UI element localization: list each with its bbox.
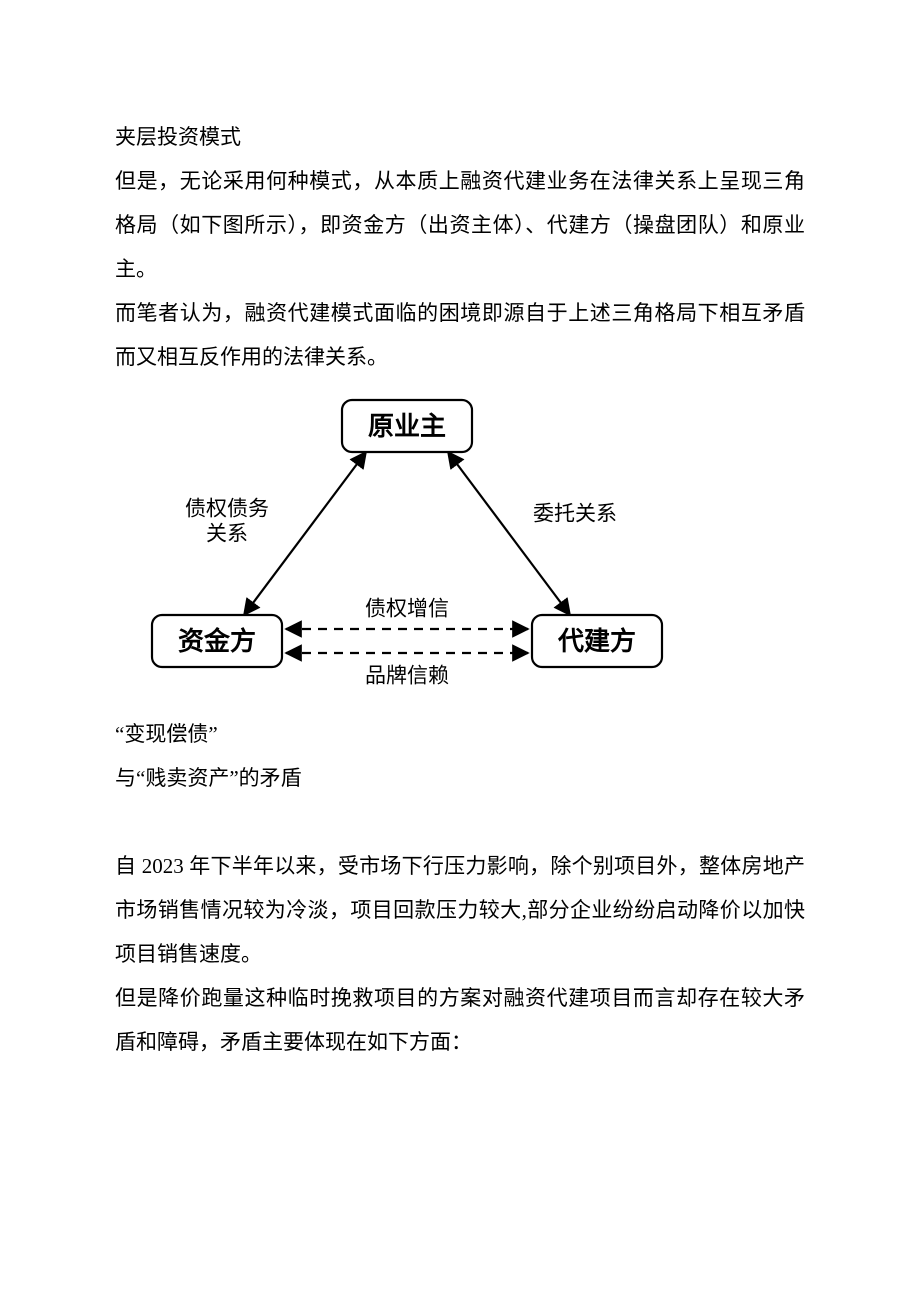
paragraph: 而笔者认为，融资代建模式面临的困境即源自于上述三角格局下相互矛盾而又相互反作用的… bbox=[115, 291, 805, 379]
diagram-svg: 原业主 资金方 代建方 债权债务 关系 委托关系 债权增信 品牌信赖 bbox=[107, 386, 707, 701]
paragraph: 与“贱卖资产”的矛盾 bbox=[115, 756, 805, 800]
paragraph: 夹层投资模式 bbox=[115, 115, 805, 159]
edge-top-right bbox=[448, 452, 570, 615]
paragraph: 但是降价跑量这种临时挽救项目的方案对融资代建项目而言却存在较大矛盾和障碍，矛盾主… bbox=[115, 976, 805, 1064]
paragraph: 但是，无论采用何种模式，从本质上融资代建业务在法律关系上呈现三角格局（如下图所示… bbox=[115, 159, 805, 291]
paragraph: 自 2023 年下半年以来，受市场下行压力影响，除个别项目外，整体房地产市场销售… bbox=[115, 844, 805, 976]
edge-label-mid-bottom: 品牌信赖 bbox=[365, 664, 449, 687]
node-left-label: 资金方 bbox=[178, 626, 256, 656]
document-page: 夹层投资模式 但是，无论采用何种模式，从本质上融资代建业务在法律关系上呈现三角格… bbox=[0, 0, 920, 1144]
edge-top-left bbox=[244, 452, 366, 615]
paragraph: “变现偿债” bbox=[115, 712, 805, 756]
triangle-diagram: 原业主 资金方 代建方 债权债务 关系 委托关系 债权增信 品牌信赖 bbox=[107, 386, 707, 706]
edge-label-left-1: 债权债务 bbox=[185, 497, 269, 520]
node-right-label: 代建方 bbox=[557, 626, 636, 656]
edge-label-left-2: 关系 bbox=[206, 522, 248, 545]
blank-line bbox=[115, 800, 805, 844]
node-top-label: 原业主 bbox=[368, 411, 446, 441]
edge-label-right: 委托关系 bbox=[533, 502, 617, 525]
edge-label-mid-top: 债权增信 bbox=[365, 597, 449, 620]
